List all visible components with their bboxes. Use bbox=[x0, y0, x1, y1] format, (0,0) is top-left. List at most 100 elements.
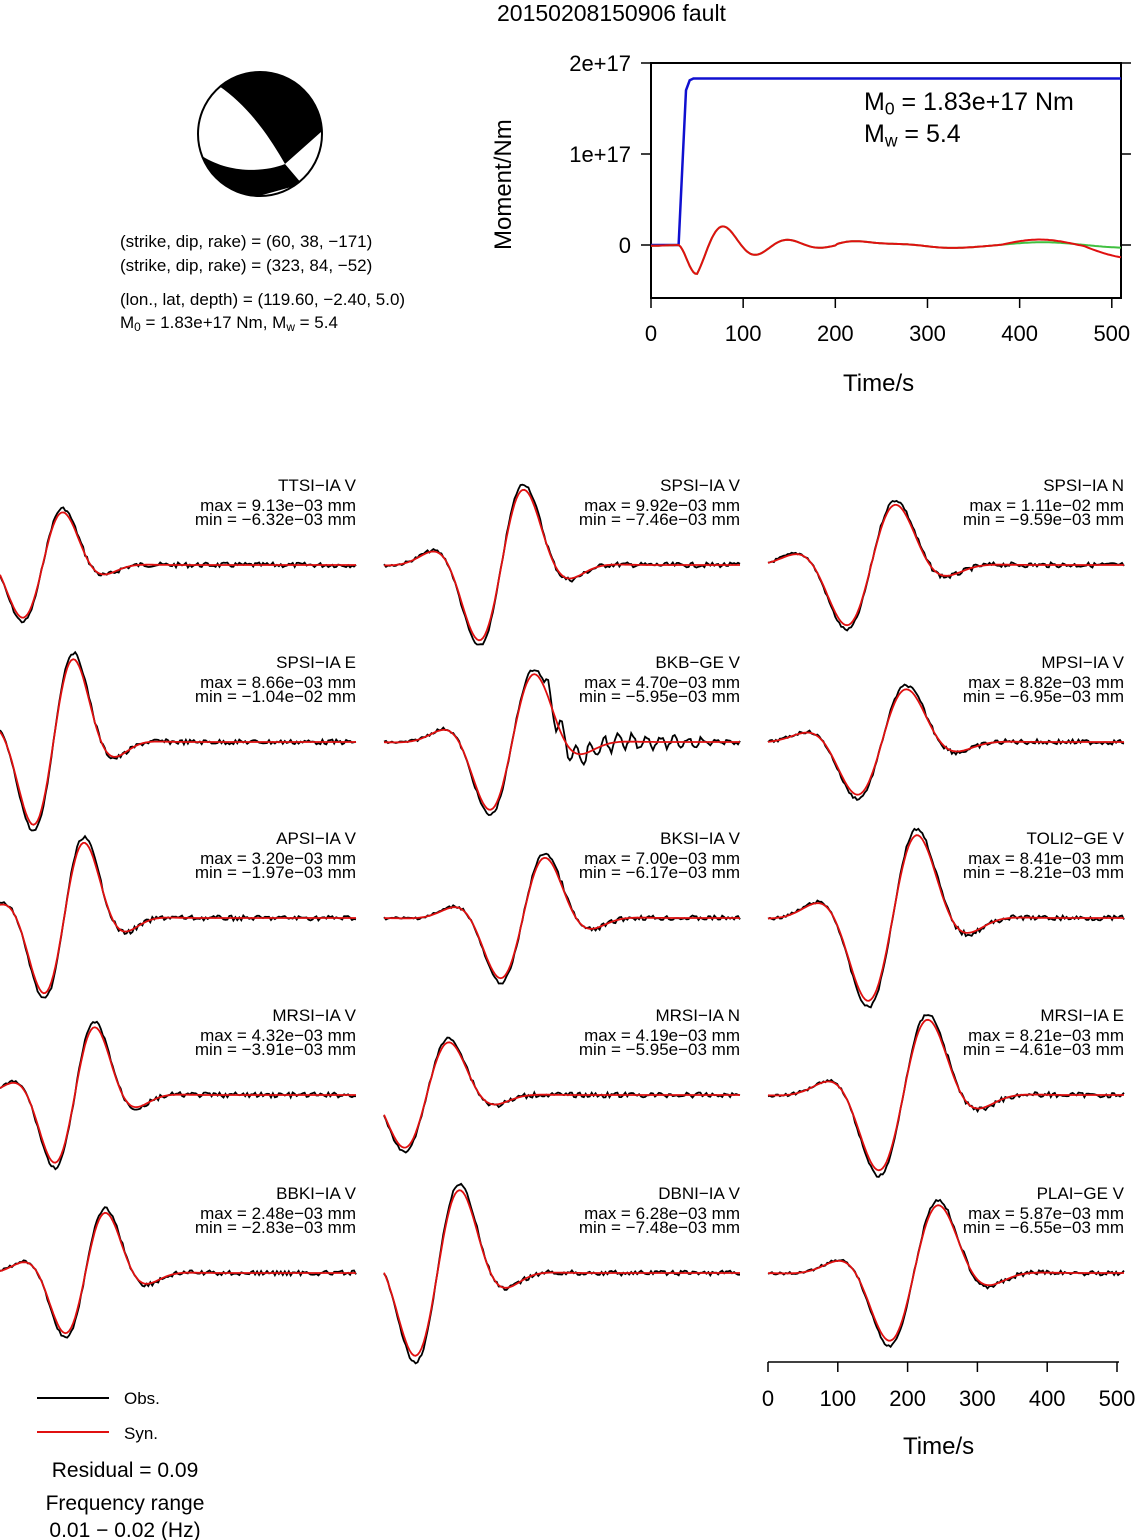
station-min: min = −3.91e−03 mm bbox=[194, 1040, 356, 1059]
station-name: SPSI−IA E bbox=[276, 653, 356, 672]
station-max: max = 4.70e−03 mm bbox=[584, 673, 740, 692]
stf-ytick-label: 1e+17 bbox=[569, 142, 631, 167]
waveform-xtick-label: 0 bbox=[762, 1386, 774, 1411]
syn-trace bbox=[767, 1018, 1124, 1172]
stf-rate-fit-line bbox=[650, 225, 1121, 275]
stf-m0-label: M0 = 1.83e+17 Nm bbox=[864, 88, 1074, 119]
figure-title: 20150208150906 fault bbox=[497, 0, 726, 26]
station-min: min = −6.55e−03 mm bbox=[962, 1218, 1124, 1237]
station-name: MPSI−IA V bbox=[1041, 653, 1124, 672]
stf-ylabel: Moment/Nm bbox=[490, 119, 517, 250]
waveform-xtick-label: 500 bbox=[1099, 1386, 1136, 1411]
syn-trace bbox=[383, 673, 740, 811]
station-max: max = 5.87e−03 mm bbox=[968, 1204, 1124, 1223]
station-max: max = 8.41e−03 mm bbox=[968, 849, 1124, 868]
event-location: (lon., lat, depth) = (119.60, −2.40, 5.0… bbox=[120, 290, 406, 309]
station-name: SPSI−IA N bbox=[1043, 476, 1124, 495]
syn-trace bbox=[0, 1026, 356, 1164]
syn-trace bbox=[0, 842, 356, 995]
stf-xlabel: Time/s bbox=[843, 370, 915, 397]
beachball-border bbox=[197, 71, 323, 197]
syn-trace bbox=[767, 688, 1124, 796]
station-max: max = 6.28e−03 mm bbox=[584, 1204, 740, 1223]
station-name: DBNI−IA V bbox=[658, 1184, 740, 1203]
moment-summary: M0 = 1.83e+17 Nm, Mw = 5.4 bbox=[120, 313, 338, 334]
station-max: max = 2.48e−03 mm bbox=[200, 1204, 356, 1223]
syn-trace bbox=[384, 856, 740, 980]
stf-frame bbox=[650, 62, 1122, 299]
stf-xtick-label: 400 bbox=[1001, 321, 1038, 346]
waveform-xtick-label: 400 bbox=[1029, 1386, 1066, 1411]
stf-xtick-label: 500 bbox=[1093, 321, 1130, 346]
obs-trace bbox=[0, 506, 357, 624]
stf-xtick-label: 200 bbox=[817, 321, 854, 346]
moment-rate-plot: 0 100 200 300 400 500 2e+17 1e+17 0 bbox=[569, 51, 1131, 346]
station-name: TTSI−IA V bbox=[278, 476, 356, 495]
station-min: min = −1.04e−02 mm bbox=[194, 687, 356, 706]
station-max: max = 8.66e−03 mm bbox=[200, 673, 356, 692]
stf-ytick-label: 2e+17 bbox=[569, 51, 631, 76]
waveform-xtick-label: 200 bbox=[889, 1386, 926, 1411]
syn-trace bbox=[0, 658, 356, 826]
station-min: min = −7.46e−03 mm bbox=[578, 510, 740, 529]
legend-lines bbox=[37, 1397, 109, 1433]
station-name: MRSI−IA N bbox=[655, 1006, 740, 1025]
station-max: max = 8.21e−03 mm bbox=[968, 1026, 1124, 1045]
stf-xtick-label: 100 bbox=[725, 321, 762, 346]
station-name: BKB−GE V bbox=[655, 653, 740, 672]
station-min: min = −6.32e−03 mm bbox=[194, 510, 356, 529]
station-min: min = −9.59e−03 mm bbox=[962, 510, 1124, 529]
station-min: min = −8.21e−03 mm bbox=[962, 863, 1124, 882]
station-name: BKSI−IA V bbox=[660, 829, 740, 848]
legend-obs-label: Obs. bbox=[124, 1389, 160, 1408]
station-max: max = 4.32e−03 mm bbox=[200, 1026, 356, 1045]
station-min: min = −5.95e−03 mm bbox=[578, 687, 740, 706]
station-max: max = 7.00e−03 mm bbox=[584, 849, 740, 868]
obs-trace bbox=[0, 1020, 357, 1171]
frequency-range-title: Frequency range bbox=[45, 1492, 205, 1515]
station-min: min = −5.95e−03 mm bbox=[578, 1040, 740, 1059]
station-name: PLAI−GE V bbox=[1036, 1184, 1124, 1203]
station-name: BBKI−IA V bbox=[276, 1184, 356, 1203]
syn-trace bbox=[383, 1041, 740, 1149]
station-max: max = 4.19e−03 mm bbox=[584, 1026, 740, 1045]
waveform-xtick-label: 300 bbox=[959, 1386, 996, 1411]
syn-trace bbox=[384, 488, 740, 642]
waveform-xtick-label: 100 bbox=[819, 1386, 856, 1411]
station-max: max = 1.11e−02 mm bbox=[969, 496, 1124, 515]
syn-trace bbox=[768, 1204, 1124, 1342]
syn-trace bbox=[0, 511, 356, 619]
station-name: MRSI−IA V bbox=[272, 1006, 356, 1025]
nodal-plane-1: (strike, dip, rake) = (60, 38, −171) bbox=[120, 232, 373, 251]
station-min: min = −4.61e−03 mm bbox=[962, 1040, 1124, 1059]
station-min: min = −7.48e−03 mm bbox=[578, 1218, 740, 1237]
station-name: APSI−IA V bbox=[276, 829, 356, 848]
legend-syn-label: Syn. bbox=[124, 1424, 159, 1443]
waveform-grid: 0 100 200 300 400 500 bbox=[0, 483, 1136, 1411]
obs-trace bbox=[383, 669, 741, 817]
stf-mw-label: Mw = 5.4 bbox=[864, 120, 961, 151]
syn-trace bbox=[767, 504, 1124, 627]
beachball bbox=[197, 71, 323, 197]
syn-trace bbox=[383, 1189, 740, 1357]
station-name: TOLI2−GE V bbox=[1026, 829, 1124, 848]
station-min: min = −2.83e−03 mm bbox=[194, 1218, 356, 1237]
station-max: max = 9.92e−03 mm bbox=[584, 496, 740, 515]
station-max: max = 3.20e−03 mm bbox=[200, 849, 356, 868]
residual-text: Residual = 0.09 bbox=[51, 1459, 199, 1482]
frequency-range-value: 0.01 − 0.02 (Hz) bbox=[49, 1519, 201, 1540]
